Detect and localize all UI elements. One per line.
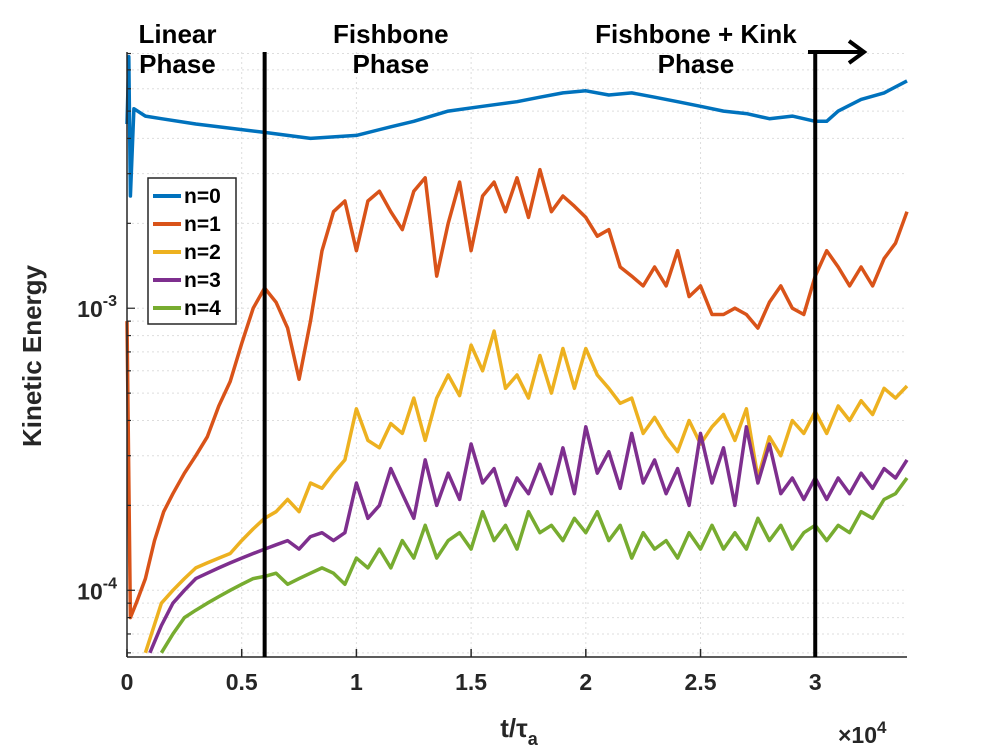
series-line-n0: [125, 54, 908, 198]
phase-label: Fishbone + Kink Phase: [595, 19, 797, 79]
y-tick-label-base: 10: [77, 578, 103, 604]
x-tick-label: 2.5: [685, 669, 717, 695]
y-tick-label-base: 10: [77, 296, 103, 322]
phase-label-line: Linear: [138, 19, 216, 49]
y-tick-label: 10-3: [77, 293, 117, 322]
legend-label: n=4: [184, 297, 221, 320]
x-tick-label: 0: [121, 669, 134, 695]
legend-label: n=3: [184, 269, 221, 292]
legend-label: n=0: [184, 185, 221, 208]
x-axis-label-main: t/τ: [500, 713, 528, 743]
y-axis-label: Kinetic Energy: [17, 264, 47, 447]
y-tick-label-exponent: -4: [103, 575, 117, 592]
legend-label: n=2: [184, 241, 221, 264]
legend: n=0 n=1 n=2 n=3 n=4: [147, 177, 237, 325]
phase-label-line: Fishbone + Kink: [595, 19, 797, 49]
legend-label: n=1: [184, 213, 221, 236]
series-line-n1: [125, 167, 909, 620]
phase-label-line: Phase: [658, 49, 735, 79]
series-lines: [125, 54, 909, 654]
x-tick-label: 2: [579, 669, 592, 695]
x-axis-exponent-base: ×10: [838, 722, 877, 748]
phase-label: Linear Phase: [138, 19, 216, 79]
x-axis-label-subscript: a: [528, 729, 539, 749]
phase-label-line: Phase: [139, 49, 216, 79]
x-tick-label: 1: [350, 669, 363, 695]
grid: [126, 52, 907, 657]
phase-label-line: Fishbone: [333, 19, 449, 49]
axes: [126, 52, 907, 658]
x-axis-exponent: ×104: [838, 718, 887, 748]
x-axis-label: t/τa: [500, 713, 539, 749]
x-axis-exponent-power: 4: [877, 718, 887, 737]
phase-label-line: Phase: [353, 49, 430, 79]
ticks: 0 0.5 1 1.5 2 2.5 310-410-3: [77, 52, 822, 695]
phase-label: Fishbone Phase: [333, 19, 449, 79]
x-tick-label: 1.5: [455, 669, 487, 695]
series-line-n2: [143, 329, 909, 654]
series-line-n4: [159, 476, 909, 654]
y-tick-label: 10-4: [77, 575, 117, 604]
y-tick-label-exponent: -3: [103, 293, 117, 310]
legend-items: n=0 n=1 n=2 n=3 n=4: [153, 185, 221, 320]
series-line-n3: [148, 425, 909, 654]
x-tick-label: 0.5: [226, 669, 258, 695]
x-tick-label: 3: [809, 669, 822, 695]
